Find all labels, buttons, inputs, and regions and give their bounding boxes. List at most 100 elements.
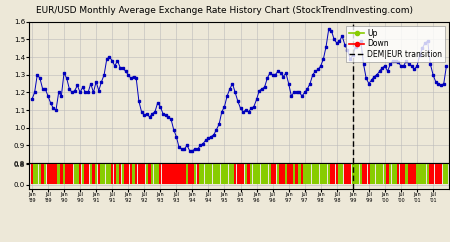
Bar (167, 164, 170, 184)
Bar (255, 164, 258, 184)
Bar (351, 164, 354, 184)
Bar (76, 164, 79, 184)
Bar (296, 164, 298, 184)
Bar (435, 164, 437, 184)
Bar (113, 164, 116, 184)
Bar (183, 164, 185, 184)
Bar (320, 164, 322, 184)
Bar (322, 164, 324, 184)
Bar (357, 164, 360, 184)
Bar (140, 164, 143, 184)
Bar (172, 164, 175, 184)
Bar (218, 164, 220, 184)
Bar (405, 164, 408, 184)
Bar (229, 164, 231, 184)
Bar (135, 164, 137, 184)
Bar (116, 164, 119, 184)
Bar (234, 164, 236, 184)
Bar (424, 164, 426, 184)
Bar (248, 164, 250, 184)
Bar (410, 164, 413, 184)
Bar (387, 164, 389, 184)
Bar (60, 164, 63, 184)
Bar (119, 164, 122, 184)
Bar (293, 164, 295, 184)
Bar (39, 164, 41, 184)
Bar (311, 164, 314, 184)
Bar (277, 164, 279, 184)
Bar (111, 164, 113, 184)
Bar (362, 164, 365, 184)
Bar (223, 164, 225, 184)
Bar (215, 164, 218, 184)
Bar (36, 164, 39, 184)
Bar (87, 164, 89, 184)
Bar (151, 164, 153, 184)
Bar (338, 164, 341, 184)
Bar (408, 164, 410, 184)
Bar (333, 164, 335, 184)
Bar (199, 164, 202, 184)
Bar (63, 164, 65, 184)
Bar (100, 164, 103, 184)
Bar (71, 164, 73, 184)
Bar (421, 164, 423, 184)
Bar (239, 164, 242, 184)
Bar (263, 164, 266, 184)
Bar (127, 164, 130, 184)
Bar (84, 164, 86, 184)
Bar (271, 164, 274, 184)
Bar (98, 164, 100, 184)
Bar (175, 164, 178, 184)
Bar (394, 164, 397, 184)
Bar (440, 164, 442, 184)
Bar (392, 164, 394, 184)
Bar (159, 164, 162, 184)
Bar (261, 164, 263, 184)
Bar (376, 164, 378, 184)
Bar (274, 164, 276, 184)
Bar (288, 164, 290, 184)
Bar (245, 164, 247, 184)
Bar (124, 164, 127, 184)
Bar (370, 164, 373, 184)
Bar (210, 164, 212, 184)
Bar (231, 164, 234, 184)
Bar (162, 164, 164, 184)
Bar (445, 164, 448, 184)
Bar (416, 164, 418, 184)
Bar (341, 164, 343, 184)
Bar (330, 164, 333, 184)
Bar (90, 164, 92, 184)
Bar (336, 164, 338, 184)
Bar (381, 164, 383, 184)
Bar (442, 164, 445, 184)
Bar (52, 164, 54, 184)
Bar (81, 164, 84, 184)
Bar (317, 164, 319, 184)
Bar (180, 164, 183, 184)
Bar (402, 164, 405, 184)
Bar (148, 164, 151, 184)
Bar (157, 164, 159, 184)
Bar (197, 164, 199, 184)
Bar (282, 164, 284, 184)
Legend: Up, Down, DEM|EUR transition: Up, Down, DEM|EUR transition (346, 26, 446, 62)
Bar (427, 164, 429, 184)
Bar (73, 164, 76, 184)
Bar (368, 164, 370, 184)
Bar (146, 164, 148, 184)
Bar (360, 164, 362, 184)
Bar (328, 164, 330, 184)
Bar (400, 164, 402, 184)
Bar (47, 164, 49, 184)
Bar (164, 164, 167, 184)
Bar (220, 164, 223, 184)
Bar (266, 164, 269, 184)
Bar (413, 164, 415, 184)
Bar (242, 164, 244, 184)
Bar (432, 164, 434, 184)
Bar (325, 164, 327, 184)
Bar (207, 164, 210, 184)
Bar (106, 164, 108, 184)
